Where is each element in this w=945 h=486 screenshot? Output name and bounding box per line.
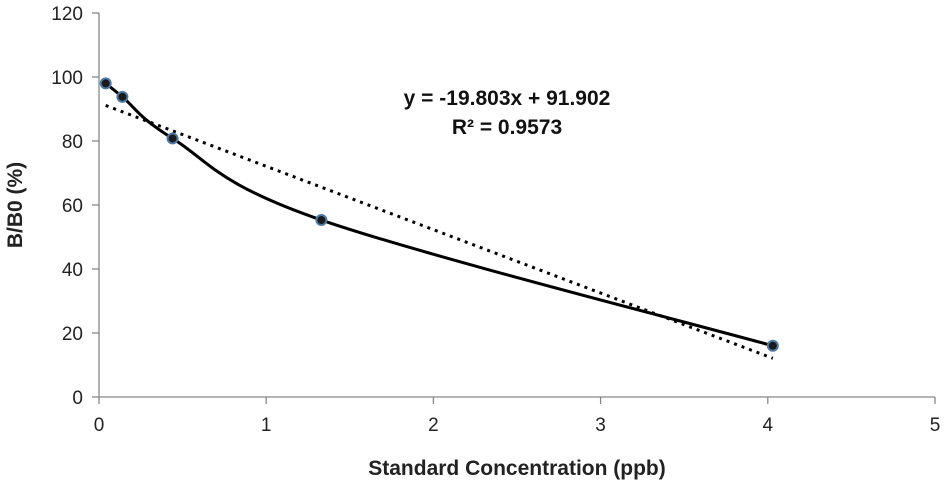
x-tick-label: 0 [94,415,105,436]
y-tick-label: 100 [51,68,83,89]
y-tick-label: 80 [62,132,83,153]
x-tick-label: 4 [763,415,774,436]
y-tick-label: 0 [72,388,83,409]
x-tick-label: 3 [595,415,606,436]
data-point [315,214,328,227]
series-smooth-line [104,82,774,348]
y-tick-label: 60 [62,196,83,217]
y-axis-ticks: 0 20 40 60 80 100 120 [51,4,99,409]
y-tick-label: 40 [62,260,83,281]
data-point [766,339,779,352]
y-tick-label: 20 [62,324,83,345]
data-points [99,77,779,352]
y-tick-label: 120 [51,4,83,25]
x-axis-ticks: 0 1 2 3 4 5 [94,397,941,436]
r-squared-label: R² = 0.9573 [452,116,562,139]
data-point [99,77,112,90]
x-axis-title: Standard Concentration (ppb) [368,457,666,480]
y-axis-title: B/B0 (%) [4,162,27,248]
data-point [116,90,129,103]
data-point [166,132,179,145]
trendline-equation: y = -19.803x + 91.902 [404,87,611,110]
x-tick-label: 2 [428,415,439,436]
x-tick-label: 5 [930,415,941,436]
x-tick-label: 1 [261,415,272,436]
axes [98,13,935,398]
linear-trendline [105,104,774,360]
